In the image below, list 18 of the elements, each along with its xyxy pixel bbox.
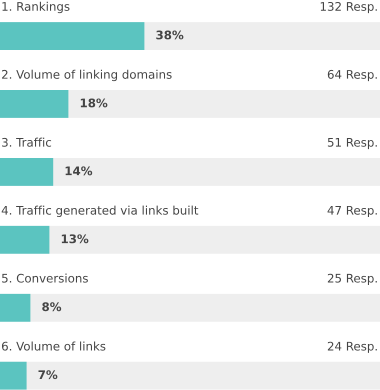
y-tick-label: 2. Volume of linking domains xyxy=(2,70,172,82)
data-label: 13% xyxy=(62,234,88,244)
y-tick-label: 3. Traffic xyxy=(2,138,52,147)
y-tick-label: 1. Rankings xyxy=(2,2,70,14)
annotation: 47 Resp. xyxy=(328,206,377,218)
data-label: 8% xyxy=(42,302,62,312)
data-label: 7% xyxy=(38,370,58,380)
annotation: 64 Resp. xyxy=(328,70,377,82)
annotation: 132 Resp. xyxy=(320,2,377,14)
annotation: 24 Resp. xyxy=(328,342,377,353)
data-label: 14% xyxy=(66,166,92,176)
data-label: 18% xyxy=(80,98,108,108)
annotation: 25 Resp. xyxy=(328,274,377,285)
data-label: 38% xyxy=(156,30,184,40)
y-tick-label: 6. Volume of links xyxy=(2,341,106,351)
y-tick-label: 5. Conversions xyxy=(2,274,88,283)
annotation: 51 Resp. xyxy=(328,138,377,150)
y-tick-label: 4. Traffic generated via links built xyxy=(2,206,198,218)
